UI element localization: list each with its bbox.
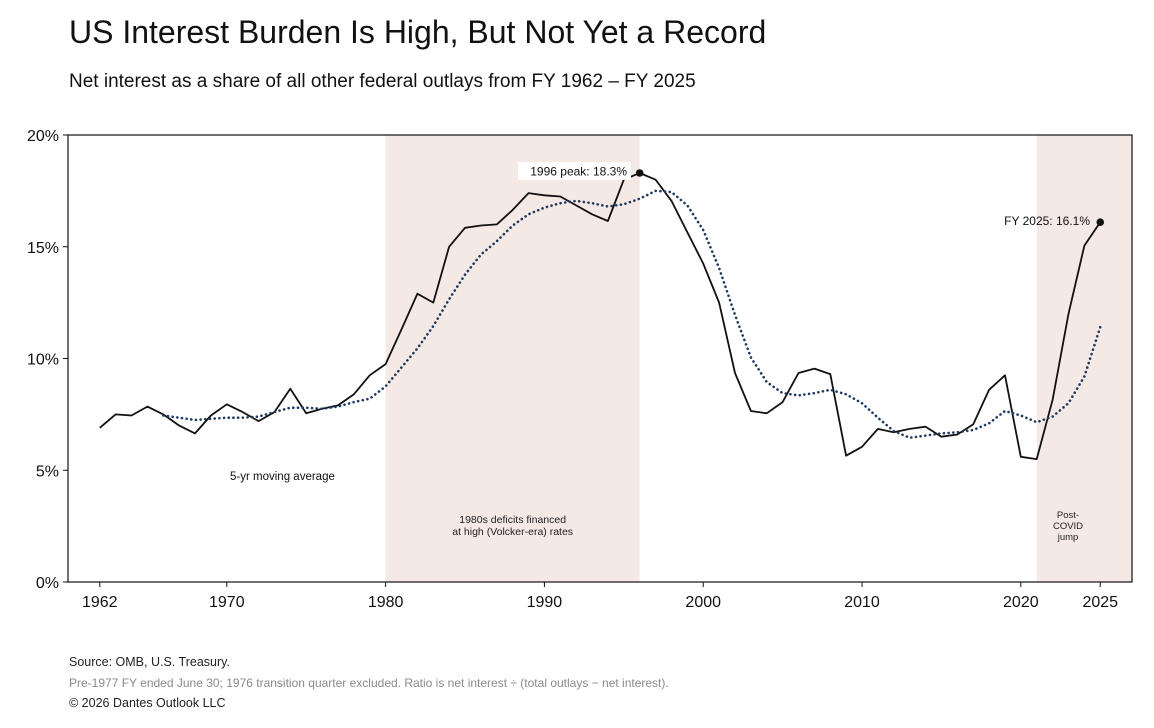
- y-tick-label: 10%: [27, 352, 59, 369]
- method-note: Pre-1977 FY ended June 30; 1976 transiti…: [69, 676, 669, 690]
- chart-subtitle: Net interest as a share of all other fed…: [69, 71, 696, 92]
- chart-title: US Interest Burden Is High, But Not Yet …: [69, 14, 767, 50]
- x-tick-label: 2025: [1082, 594, 1118, 611]
- x-tick-label: 1980: [368, 594, 404, 611]
- y-tick-label: 20%: [27, 128, 59, 145]
- series-line-moving-average: [162, 189, 1102, 440]
- y-tick-label: 0%: [36, 575, 59, 592]
- x-tick-label: 1962: [82, 594, 118, 611]
- region-label-line: COVID: [1053, 521, 1083, 532]
- region-label-line: jump: [1057, 532, 1079, 543]
- y-tick-label: 15%: [27, 240, 59, 257]
- series-line-net-interest: [99, 172, 1101, 460]
- x-tick-label: 2000: [685, 594, 721, 611]
- fy2025-annotation: FY 2025: 16.1%: [1004, 214, 1090, 228]
- peak-label-bg: [518, 162, 631, 180]
- y-tick-label: 5%: [36, 463, 59, 480]
- region-label-line: 1980s deficits financed: [459, 514, 566, 526]
- region-label-post-covid: Post-COVID jump: [1053, 510, 1083, 543]
- moving-average-label: 5-yr moving average: [230, 471, 335, 483]
- region-label-line: Post-: [1057, 510, 1079, 521]
- region-label-1980s: 1980s deficits financed at high (Volcker-…: [452, 514, 573, 538]
- x-tick-label: 2020: [1003, 594, 1039, 611]
- peak-annotation: 1996 peak: 18.3%: [530, 165, 627, 179]
- x-tick-label: 1990: [527, 594, 563, 611]
- peak-marker: [635, 169, 644, 177]
- source-note: Source: OMB, U.S. Treasury.: [69, 655, 230, 669]
- x-tick-label: 1970: [209, 594, 245, 611]
- x-tick-label: 2010: [844, 594, 880, 611]
- fy2025-marker: [1096, 218, 1105, 226]
- region-label-line: at high (Volcker-era) rates: [452, 526, 573, 538]
- copyright: © 2026 Dantes Outlook LLC: [69, 696, 226, 710]
- shaded-region-1: [1036, 135, 1132, 582]
